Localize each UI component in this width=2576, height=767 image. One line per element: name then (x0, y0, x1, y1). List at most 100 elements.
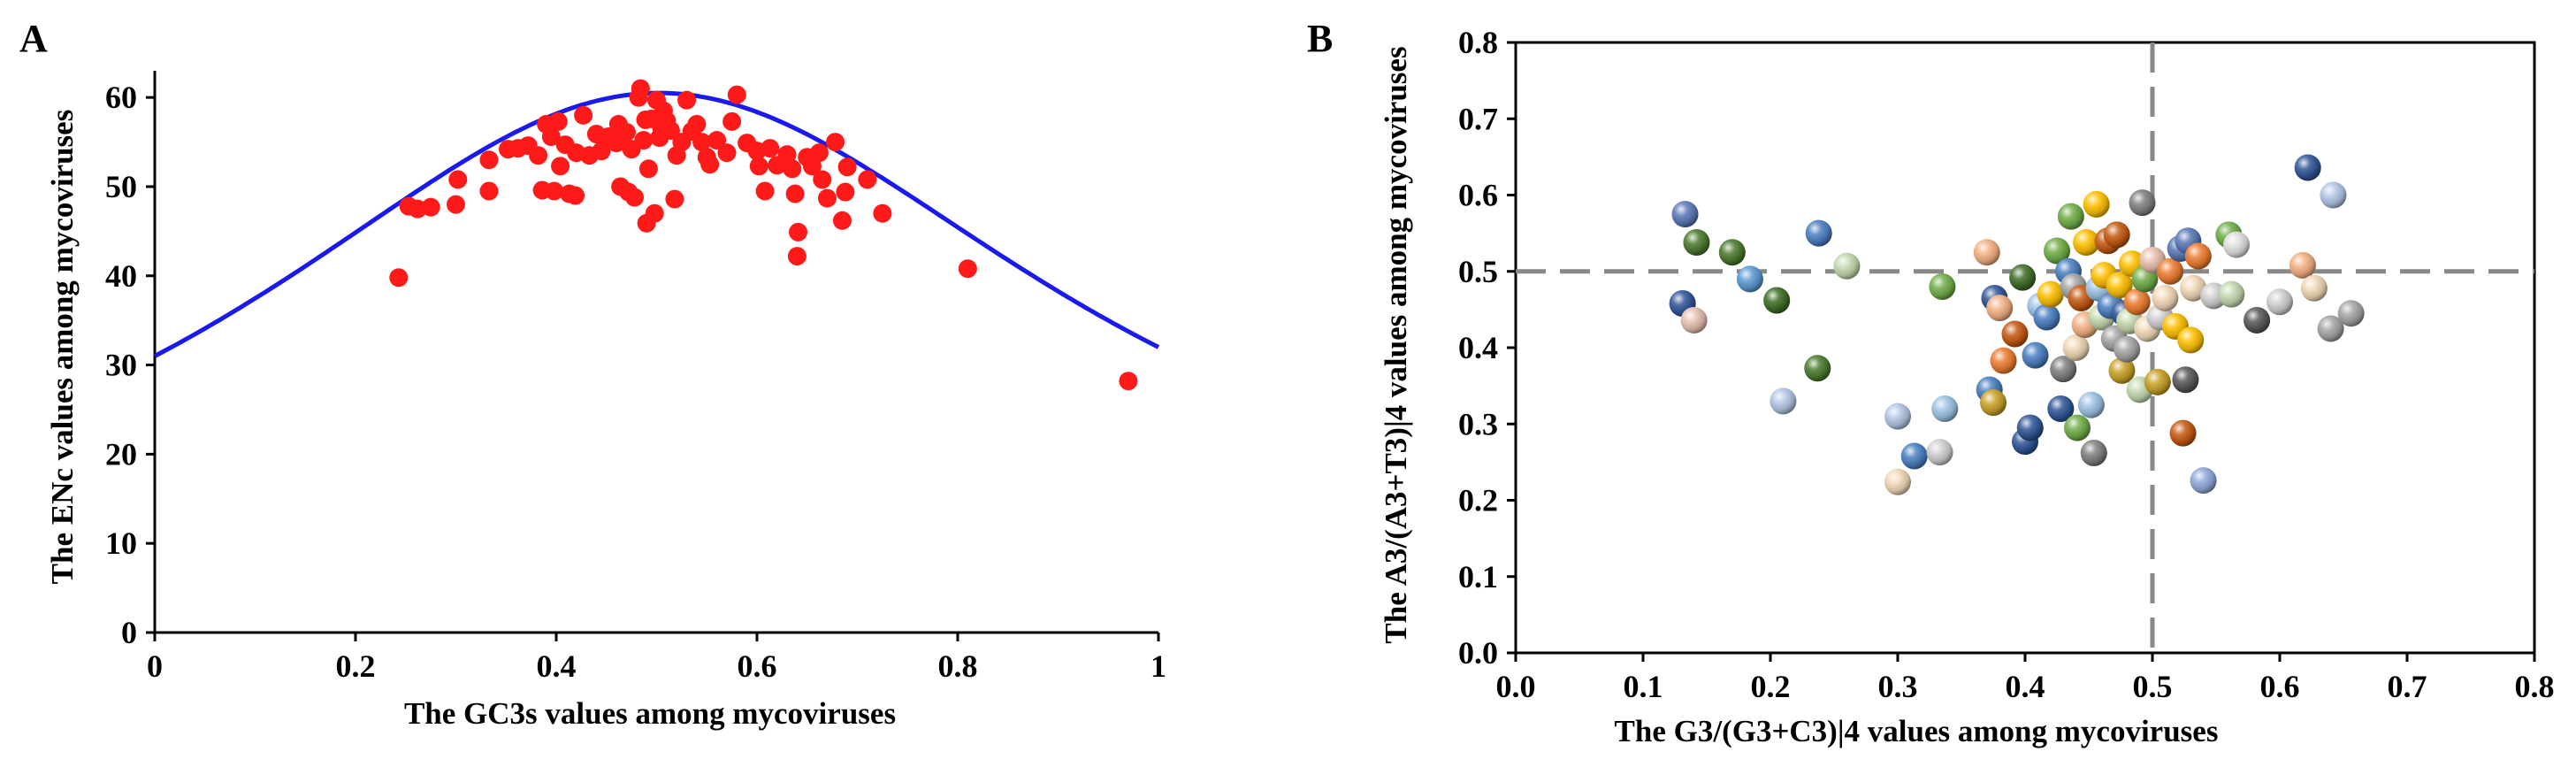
panel-b-data-point (1929, 273, 1956, 300)
panel-b-data-point-shading (1805, 219, 1832, 247)
panel-b-x-tick-label: 0.8 (2515, 669, 2555, 704)
panel-b-data-point (1683, 228, 1710, 256)
panel-a-data-point (574, 105, 593, 125)
panel-b-data-point-shading (1884, 468, 1911, 495)
panel-b-data-point-shading (2180, 274, 2207, 302)
panel-b-data-point-shading (2057, 203, 2084, 230)
panel-b-data-point (1900, 442, 1928, 470)
panel-b-y-tick-label: 0.5 (1458, 254, 1498, 289)
panel-b-data-point (2050, 356, 2077, 383)
panel-b-data-point-shading (1931, 395, 1959, 422)
panel-a-data-point (787, 247, 806, 266)
panel-b-data-point (2103, 221, 2130, 249)
panel-a-data-point (665, 189, 684, 209)
panel-b-data-point-shading (2169, 419, 2197, 447)
panel-b-data-point (2243, 306, 2271, 334)
panel-b-y-tick-label: 0.1 (1458, 559, 1498, 594)
panel-b-data-point (2106, 272, 2133, 299)
panel-b-data-point (1973, 239, 2000, 266)
panel-b-data-point (2016, 414, 2044, 441)
panel-a-y-tick-label: 50 (105, 169, 137, 204)
panel-a-data-point (677, 90, 697, 110)
panel-a-data-point (755, 181, 775, 201)
panel-b-data-point (2266, 288, 2293, 316)
panel-b-data-point (2108, 357, 2136, 384)
panel-b-data-point (2129, 189, 2156, 217)
panel-b-data-point (1718, 239, 1746, 266)
panel-b-data-point (2057, 203, 2084, 230)
panel-b-data-point-shading (1770, 387, 1797, 415)
panel-b-data-point-shading (1973, 239, 2000, 266)
panel-b-data-point (2044, 237, 2070, 265)
panel-b-data-point (2083, 190, 2110, 218)
panel-b-data-point-shading (1683, 228, 1710, 256)
panel-b-data-point (2009, 264, 2037, 291)
panel-b-data-point (1986, 295, 2014, 322)
panel-b-data-point (2123, 288, 2151, 316)
panel-b-data-point (1884, 403, 1911, 430)
panel-a-y-axis-label: The ENc values among mycoviruses (45, 110, 80, 585)
panel-a-data-point (479, 181, 499, 201)
panel-a-data-point (817, 188, 837, 208)
panel-b-data-point-shading (1763, 287, 1791, 314)
panel-a-x-tick-label: 0.4 (537, 648, 577, 684)
panel-b-data-point (2218, 280, 2245, 308)
panel-a-data-point (551, 157, 570, 176)
panel-b-data-point (1926, 439, 1953, 466)
panel-b-y-tick-label: 0.3 (1458, 406, 1498, 441)
panel-a-points (389, 79, 1138, 391)
panel-b-data-point-shading (2077, 391, 2105, 418)
panel-b-data-point-shading (2016, 414, 2044, 441)
panel-a-label: A (19, 17, 48, 60)
panel-b-data-point-shading (1833, 252, 1861, 280)
panel-a-data-point (858, 170, 877, 189)
panel-a-data-point (832, 211, 852, 230)
panel-b-data-point (2037, 280, 2064, 308)
panel-b-x-tick-label: 0.7 (2388, 669, 2427, 704)
panel-b-y-tick-label: 0.4 (1458, 330, 1498, 365)
panel-b-data-point-shading (1884, 403, 1911, 430)
panel-a-data-point (789, 222, 808, 242)
panel-b-data-point-shading (1680, 306, 1708, 334)
panel-b-data-point-shading (2152, 284, 2179, 311)
panel-b-data-point (2077, 391, 2105, 418)
panel-b-data-point (2114, 335, 2141, 363)
panel-a-x-tick-label: 0 (147, 648, 163, 684)
panel-b-data-point (2169, 419, 2197, 447)
panel-b-data-point-shading (2172, 366, 2199, 394)
panel-a-data-point (836, 182, 855, 202)
panel-b-data-point-shading (2064, 414, 2091, 441)
panel-b-data-point-shading (2337, 300, 2365, 327)
panel-b-data-point (2047, 395, 2075, 422)
panel-b-data-point-shading (2190, 467, 2217, 495)
panel-a-data-point (809, 143, 829, 163)
panel-a-data-point (631, 79, 650, 98)
panel-b-data-point-shading (1990, 347, 2017, 374)
panel-b-x-tick-label: 0.4 (2006, 669, 2045, 704)
panel-b-data-point-shading (2289, 251, 2316, 279)
panel-a-data-point (541, 127, 561, 147)
panel-a-data-point (645, 203, 664, 223)
panel-a-data-point (687, 114, 707, 134)
panel-a-data-point (625, 188, 645, 207)
panel-b-data-point (2073, 228, 2100, 256)
panel-b-x-tick-label: 0.2 (1751, 669, 1791, 704)
panel-b-data-point-shading (2300, 274, 2328, 302)
panel-b-data-point (1884, 468, 1911, 495)
panel-b-data-point-shading (2033, 303, 2060, 331)
panel-b-data-point (1980, 389, 2007, 417)
panel-b-data-point-shading (2103, 221, 2130, 249)
panel-b-x-tick-label: 0.1 (1624, 669, 1663, 704)
panel-b-data-point (2062, 334, 2090, 361)
panel-b-data-point-shading (1986, 295, 2014, 322)
panel-a-data-point (661, 120, 680, 140)
panel-b-data-point-shading (2129, 189, 2156, 217)
panel-a-y-tick-label: 60 (105, 80, 137, 115)
panel-b-y-axis-label: The A3/(A3+T3)|4 values among mycoviruse… (1379, 46, 1413, 643)
panel-b-data-point-shading (2243, 306, 2271, 334)
panel-b-data-point (2001, 320, 2029, 348)
panel-b-data-point (2184, 242, 2212, 270)
panel-b-data-point-shading (1718, 239, 1746, 266)
panel-a-data-point (692, 133, 712, 152)
